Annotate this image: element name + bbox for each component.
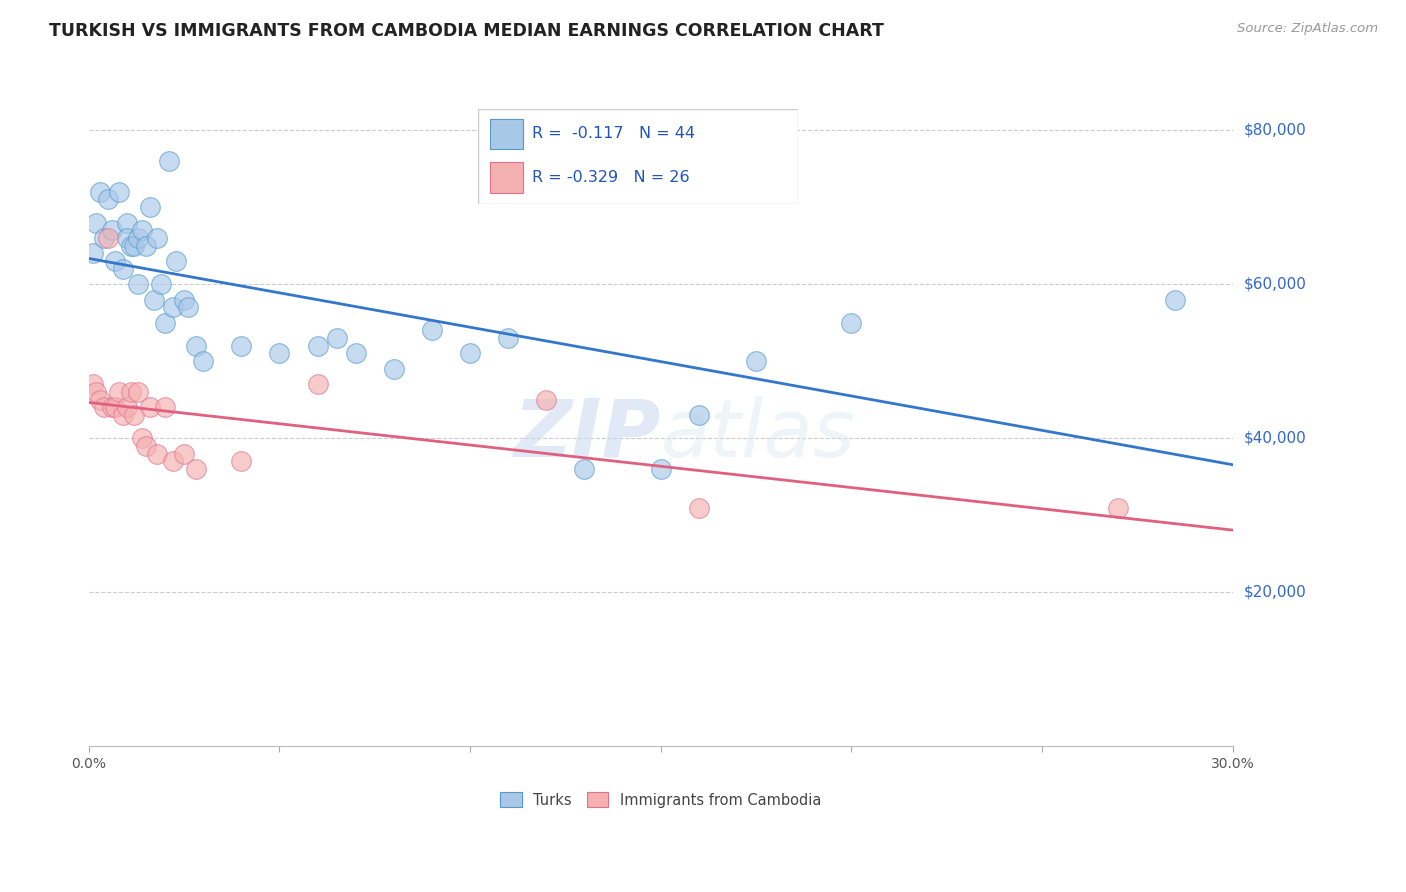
Point	[89, 185, 111, 199]
Point	[108, 384, 131, 399]
Point	[127, 277, 149, 292]
Point	[135, 238, 157, 252]
Point	[173, 293, 195, 307]
Point	[82, 377, 104, 392]
Point	[131, 223, 153, 237]
Text: $20,000: $20,000	[1244, 585, 1306, 599]
Point	[191, 354, 214, 368]
Point	[135, 439, 157, 453]
Point	[688, 408, 710, 422]
Point	[162, 454, 184, 468]
Point	[112, 261, 135, 276]
Point	[650, 462, 672, 476]
Point	[184, 462, 207, 476]
Point	[458, 346, 481, 360]
Point	[139, 401, 162, 415]
Point	[496, 331, 519, 345]
Point	[112, 408, 135, 422]
Point	[157, 153, 180, 168]
Text: $40,000: $40,000	[1244, 431, 1306, 446]
Text: $60,000: $60,000	[1244, 277, 1306, 292]
Text: ZIP: ZIP	[513, 395, 661, 474]
Point	[120, 238, 142, 252]
Point	[115, 401, 138, 415]
Text: atlas: atlas	[661, 395, 855, 474]
Point	[124, 238, 146, 252]
Point	[269, 346, 291, 360]
Point	[131, 431, 153, 445]
Point	[100, 401, 122, 415]
Point	[325, 331, 347, 345]
Point	[142, 293, 165, 307]
Point	[104, 401, 127, 415]
Point	[127, 384, 149, 399]
Point	[841, 316, 863, 330]
Point	[97, 193, 120, 207]
Point	[231, 339, 253, 353]
Point	[1164, 293, 1187, 307]
Point	[1107, 500, 1129, 515]
Point	[574, 462, 596, 476]
Point	[173, 447, 195, 461]
Point	[146, 231, 169, 245]
Point	[153, 401, 176, 415]
Point	[146, 447, 169, 461]
Point	[420, 323, 443, 337]
Point	[115, 231, 138, 245]
Point	[86, 216, 108, 230]
Point	[165, 254, 187, 268]
Point	[139, 200, 162, 214]
Point	[100, 223, 122, 237]
Point	[307, 377, 329, 392]
Point	[382, 362, 405, 376]
Text: $80,000: $80,000	[1244, 122, 1306, 137]
Point	[177, 300, 200, 314]
Point	[104, 254, 127, 268]
Point	[153, 316, 176, 330]
Point	[124, 408, 146, 422]
Point	[86, 384, 108, 399]
Point	[93, 231, 115, 245]
Y-axis label: Median Earnings: Median Earnings	[0, 344, 7, 471]
Point	[93, 401, 115, 415]
Point	[344, 346, 367, 360]
Point	[82, 246, 104, 260]
Point	[127, 231, 149, 245]
Text: Source: ZipAtlas.com: Source: ZipAtlas.com	[1237, 22, 1378, 36]
Legend: Turks, Immigrants from Cambodia: Turks, Immigrants from Cambodia	[494, 787, 827, 814]
Point	[536, 392, 558, 407]
Point	[115, 216, 138, 230]
Point	[231, 454, 253, 468]
Point	[745, 354, 768, 368]
Text: TURKISH VS IMMIGRANTS FROM CAMBODIA MEDIAN EARNINGS CORRELATION CHART: TURKISH VS IMMIGRANTS FROM CAMBODIA MEDI…	[49, 22, 884, 40]
Point	[184, 339, 207, 353]
Point	[307, 339, 329, 353]
Point	[89, 392, 111, 407]
Point	[150, 277, 173, 292]
Point	[688, 500, 710, 515]
Point	[162, 300, 184, 314]
Point	[120, 384, 142, 399]
Point	[97, 231, 120, 245]
Point	[108, 185, 131, 199]
